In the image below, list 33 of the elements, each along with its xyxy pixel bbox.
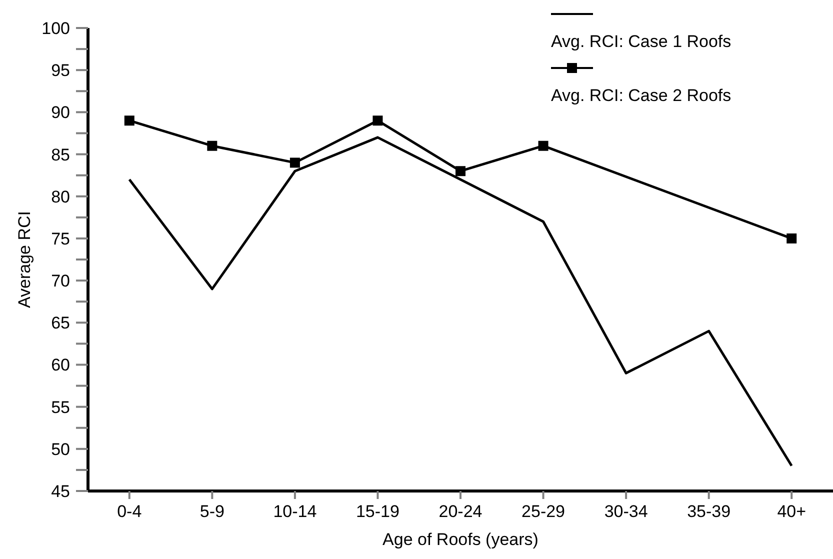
y-tick-label: 65 [51, 314, 70, 333]
y-axis-title: Average RCI [15, 210, 34, 308]
x-tick-label: 40+ [777, 502, 806, 522]
x-axis-title: Age of Roofs (years) [382, 530, 538, 549]
y-tick-label: 75 [51, 229, 70, 248]
point [538, 140, 548, 151]
y-tick-label: 45 [51, 482, 70, 501]
x-tick-label: 30-34 [604, 502, 648, 522]
point [786, 233, 797, 244]
x-tick-label: 20-24 [438, 502, 482, 522]
line-series [128, 136, 793, 467]
point [290, 158, 300, 168]
y-tick-label: 80 [51, 187, 70, 206]
x-tick-label: 10-14 [273, 502, 317, 522]
y-tick-label: 100 [42, 19, 70, 38]
y-tick-label: 50 [51, 440, 70, 459]
x-tick-label: 5-9 [200, 502, 224, 522]
y-tick-label: 95 [51, 61, 70, 80]
y-tick-label: 55 [51, 398, 70, 417]
y-tick-label: 85 [51, 145, 70, 164]
legend-label: Avg. RCI: Case 2 Roofs [551, 86, 732, 106]
legend-label: Avg. RCI: Case 1 Roofs [551, 32, 732, 52]
y-tick-label: 90 [51, 103, 70, 122]
point [456, 166, 466, 176]
y-tick-label: 70 [51, 272, 70, 291]
point [207, 140, 218, 151]
x-tick-label: 15-19 [356, 502, 400, 522]
point [124, 116, 134, 126]
x-tick-label: 35-39 [687, 502, 731, 522]
point [372, 116, 383, 126]
y-tick-label: 60 [51, 356, 70, 375]
x-tick-label: 25-29 [522, 502, 566, 522]
x-tick-label: 0-4 [117, 502, 142, 522]
